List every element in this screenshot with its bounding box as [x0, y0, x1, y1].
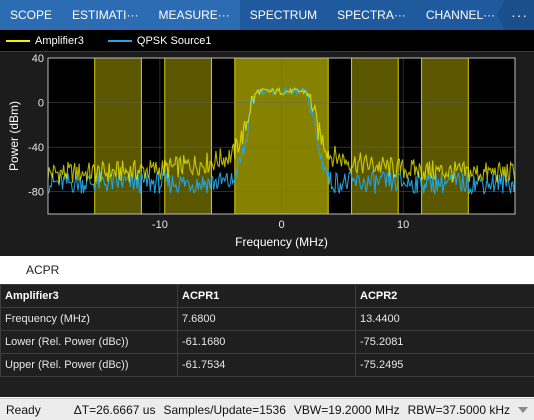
tab-menu-notch	[497, 0, 506, 30]
legend-item-amplifier3[interactable]: Amplifier3	[6, 35, 84, 47]
acpr-table: Amplifier3 ACPR1 ACPR2 Frequency (MHz) 7…	[0, 284, 534, 377]
tab-measurements[interactable]: MEASURE···	[158, 8, 230, 22]
toolstrip-tabs: SCOPE ESTIMATI··· MEASURE··· SPECTRUM SP…	[0, 0, 534, 30]
table-row: Upper (Rel. Power (dBc)) -61.7534 -75.24…	[0, 353, 534, 377]
acpr-header-acpr2[interactable]: ACPR2	[355, 284, 534, 308]
status-delta-t: ΔT=26.6667 us	[73, 402, 156, 417]
x-axis-label: Frequency (MHz)	[235, 235, 328, 249]
ellipsis-icon: ···	[511, 7, 529, 23]
y-axis-label: Power (dBm)	[7, 101, 21, 171]
tab-spectrum-settings[interactable]: SPECTRA···	[327, 0, 416, 30]
table-cell: -75.2495	[355, 353, 534, 377]
table-cell: -61.7534	[177, 353, 356, 377]
table-cell: -75.2081	[355, 330, 534, 354]
acpr-panel: Amplifier3 ACPR1 ACPR2 Frequency (MHz) 7…	[0, 284, 534, 397]
legend: Amplifier3 QPSK Source1	[0, 30, 534, 52]
channel-band-adj-lower-2	[94, 57, 142, 215]
table-cell: Lower (Rel. Power (dBc))	[0, 330, 178, 354]
acpr-header-signal[interactable]: Amplifier3	[0, 284, 178, 308]
status-samples: Samples/Update=1536	[163, 402, 286, 417]
table-cell: Frequency (MHz)	[0, 307, 178, 331]
table-row: Frequency (MHz) 7.6800 13.4400	[0, 307, 534, 331]
channel-band-adj-lower-1	[164, 57, 212, 215]
table-row: Lower (Rel. Power (dBc)) -61.1680 -75.20…	[0, 330, 534, 354]
series-line-amplifier3	[47, 87, 516, 184]
tab-menu-button[interactable]: ···	[497, 0, 534, 30]
tab-scope[interactable]: SCOPE	[10, 8, 53, 22]
legend-swatch-amplifier3	[6, 39, 30, 42]
table-cell: 13.4400	[355, 307, 534, 331]
table-cell: Upper (Rel. Power (dBc))	[0, 353, 178, 377]
y-tick-label: 0	[38, 98, 44, 110]
y-tick-label: -40	[28, 142, 44, 154]
table-cell: 7.6800	[177, 307, 356, 331]
legend-item-qpsk-source1[interactable]: QPSK Source1	[107, 34, 212, 47]
spectrum-plot[interactable]: 40 0 -40 -80 -10 0 10 Frequency (MHz) Power (dBm…	[0, 52, 534, 256]
legend-label-amplifier3: Amplifier3	[35, 34, 84, 47]
tab-spectrum[interactable]: SPECTRUM	[239, 0, 328, 30]
x-tick-label: 10	[397, 219, 409, 231]
legend-label-qpsk-source1: QPSK Source1	[136, 34, 212, 47]
status-ready: Ready	[6, 402, 41, 417]
y-tick-label: -80	[28, 187, 44, 199]
status-rbw: RBW=37.5000 kHz	[407, 402, 510, 417]
acpr-title: ACPR	[26, 263, 60, 277]
table-cell: -61.1680	[177, 330, 356, 354]
tab-estimation[interactable]: ESTIMATI···	[72, 8, 139, 22]
plot-frame	[47, 57, 516, 215]
acpr-header-row: Amplifier3 ACPR1 ACPR2	[0, 284, 534, 308]
x-tick-label: -10	[152, 219, 168, 231]
x-tick-label: 0	[278, 219, 284, 231]
tab-channel-measurements[interactable]: CHANNEL···	[415, 0, 506, 30]
status-vbw: VBW=19.2000 MHz	[293, 402, 400, 417]
y-tick-label: 40	[32, 53, 44, 65]
status-bar: Ready ΔT=26.6667 us Samples/Update=1536 …	[0, 398, 534, 420]
acpr-header-acpr1[interactable]: ACPR1	[177, 284, 356, 308]
spectrum-scope: Amplifier3 QPSK Source1 40 0 -40 -80 -10 0 10 F…	[0, 30, 534, 256]
chevron-down-icon[interactable]	[518, 406, 528, 413]
legend-swatch-qpsk-source1	[107, 39, 132, 42]
